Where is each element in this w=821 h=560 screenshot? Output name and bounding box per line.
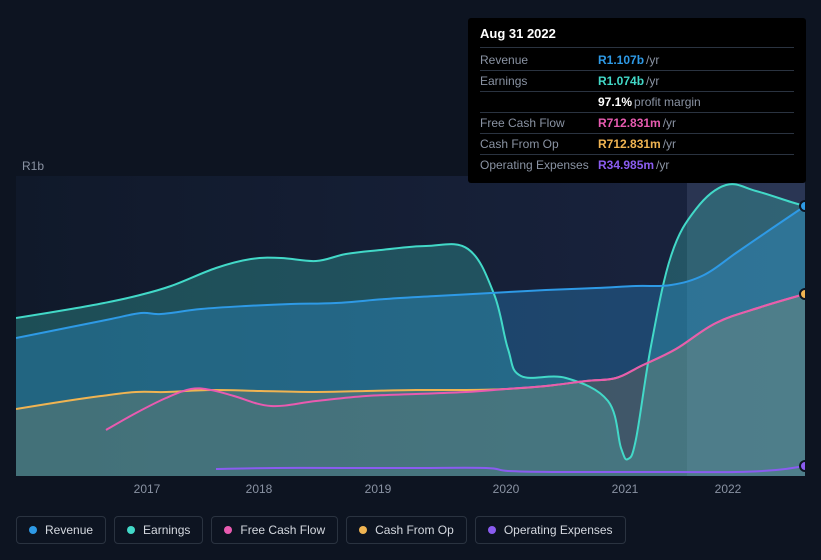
tooltip-row-label: Free Cash Flow (480, 116, 598, 130)
tooltip-row-label: Revenue (480, 53, 598, 67)
legend-item[interactable]: Revenue (16, 516, 106, 544)
legend-dot (127, 526, 135, 534)
tooltip-row-label: Earnings (480, 74, 598, 88)
x-axis-label: 2018 (246, 482, 273, 496)
legend-item[interactable]: Free Cash Flow (211, 516, 338, 544)
tooltip-row-label: Cash From Op (480, 137, 598, 151)
chart-tooltip: Aug 31 2022 RevenueR1.107b /yrEarningsR1… (468, 18, 806, 183)
tooltip-row-value: R712.831m (598, 116, 661, 130)
x-axis-labels: 2017 2018 2019 2020 2021 2022 (16, 482, 805, 500)
legend-dot (29, 526, 37, 534)
tooltip-row-unit: /yr (663, 116, 676, 130)
tooltip-row-unit: /yr (656, 158, 669, 172)
legend: Revenue Earnings Free Cash Flow Cash From O… (16, 516, 626, 544)
legend-dot (359, 526, 367, 534)
x-axis-label: 2020 (493, 482, 520, 496)
tooltip-row-unit: profit margin (634, 95, 701, 109)
legend-item[interactable]: Cash From Op (346, 516, 467, 544)
tooltip-row-label (480, 95, 598, 109)
tooltip-row: Free Cash FlowR712.831m /yr (480, 113, 794, 134)
tooltip-row: Operating ExpensesR34.985m /yr (480, 155, 794, 175)
tooltip-row-unit: /yr (646, 74, 659, 88)
chart-area[interactable] (16, 176, 805, 476)
legend-label: Operating Expenses (504, 523, 613, 537)
x-axis-label: 2022 (715, 482, 742, 496)
legend-item[interactable]: Earnings (114, 516, 203, 544)
tooltip-row-unit: /yr (646, 53, 659, 67)
legend-label: Free Cash Flow (240, 523, 325, 537)
tooltip-row: Cash From OpR712.831m /yr (480, 134, 794, 155)
x-axis-label: 2017 (134, 482, 161, 496)
legend-label: Revenue (45, 523, 93, 537)
end-marker (800, 201, 805, 211)
tooltip-row-value: R1.074b (598, 74, 644, 88)
legend-item[interactable]: Operating Expenses (475, 516, 626, 544)
tooltip-row-value: R1.107b (598, 53, 644, 67)
legend-dot (224, 526, 232, 534)
legend-dot (488, 526, 496, 534)
tooltip-row-value: R712.831m (598, 137, 661, 151)
end-marker (800, 461, 805, 471)
tooltip-row: 97.1% profit margin (480, 92, 794, 113)
legend-label: Cash From Op (375, 523, 454, 537)
tooltip-row-value: 97.1% (598, 95, 632, 109)
tooltip-row-unit: /yr (663, 137, 676, 151)
x-axis-label: 2019 (365, 482, 392, 496)
tooltip-row-value: R34.985m (598, 158, 654, 172)
tooltip-row: RevenueR1.107b /yr (480, 50, 794, 71)
end-marker (800, 289, 805, 299)
tooltip-row-label: Operating Expenses (480, 158, 598, 172)
chart-svg (16, 176, 805, 476)
tooltip-row: EarningsR1.074b /yr (480, 71, 794, 92)
x-axis-label: 2021 (612, 482, 639, 496)
legend-label: Earnings (143, 523, 190, 537)
tooltip-title: Aug 31 2022 (480, 26, 794, 48)
y-axis-top-label: R1b (22, 159, 44, 173)
